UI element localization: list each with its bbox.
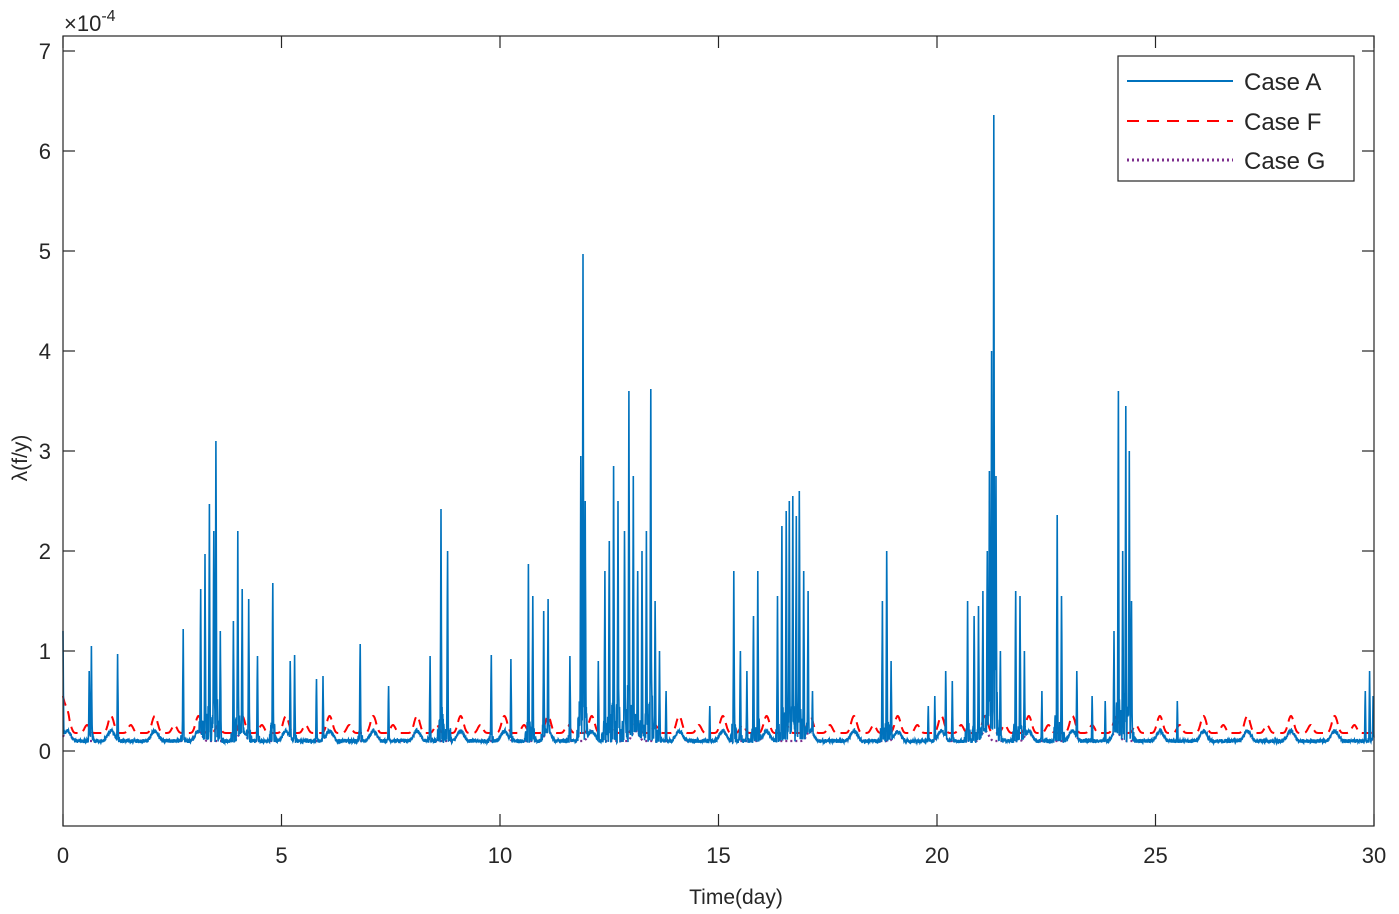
y-exponent-base: ×10 [64, 11, 101, 36]
y-axis-label: λ(f/y) [9, 435, 32, 482]
y-tick-label: 6 [39, 139, 51, 164]
legend-label-case-a: Case A [1244, 69, 1321, 96]
x-tick-label: 0 [57, 843, 69, 868]
y-exponent-label: ×10-4 [64, 8, 116, 36]
x-tick-label: 25 [1143, 843, 1167, 868]
y-tick-label: 1 [39, 639, 51, 664]
series-line-case-f [62, 695, 1375, 734]
series-line-case-a [62, 114, 1375, 747]
x-tick-label: 20 [925, 843, 949, 868]
y-tick-label: 3 [39, 439, 51, 464]
ticks-layer: 0 5 10 15 20 25 30 0 1 2 3 4 5 6 7 [39, 36, 1386, 868]
y-tick-label: 5 [39, 239, 51, 264]
y-tick-label: 2 [39, 539, 51, 564]
legend-label-case-g: Case G [1244, 148, 1325, 175]
series-layer [62, 114, 1375, 747]
y-exponent-power: -4 [101, 8, 115, 25]
x-tick-label: 30 [1362, 843, 1386, 868]
y-tick-label: 0 [39, 739, 51, 764]
x-tick-label: 15 [706, 843, 730, 868]
y-tick-label: 7 [39, 39, 51, 64]
y-tick-label: 4 [39, 339, 51, 364]
legend-label-case-f: Case F [1244, 109, 1321, 136]
x-tick-label: 5 [275, 843, 287, 868]
legend: Case A Case F Case G [1117, 55, 1355, 182]
x-tick-label: 10 [488, 843, 512, 868]
x-axis-label: Time(day) [689, 886, 783, 909]
